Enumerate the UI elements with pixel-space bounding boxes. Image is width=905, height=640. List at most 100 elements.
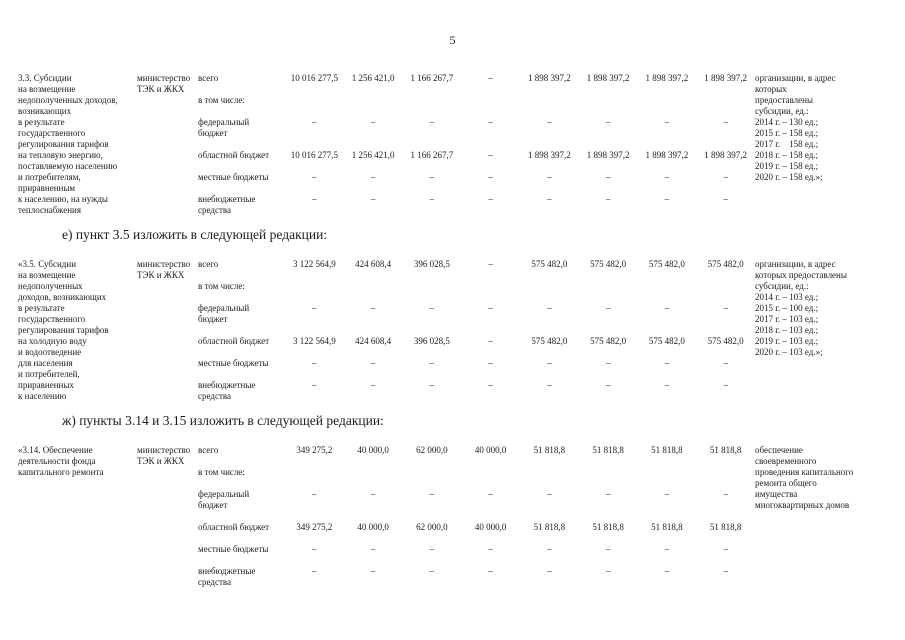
amount-cell: – xyxy=(605,172,611,182)
table-row: областной бюджет 10 016 277,5 1 256 421,0 1… xyxy=(198,150,755,161)
amount-cell: 10 016 277,5 xyxy=(290,150,338,160)
amount-cell: – xyxy=(664,566,670,576)
amount-cell: – xyxy=(664,358,670,368)
table-row: федеральный бюджет – – – – – – – – xyxy=(198,303,755,325)
amount-cell: 40 000,0 xyxy=(474,445,507,455)
amount-cell: – xyxy=(312,194,317,204)
amount-cell: 3 122 564,9 xyxy=(293,259,336,269)
program-description: «3.5. Субсидии на возмещение недополучен… xyxy=(18,259,109,401)
budget-table: «3.14. Обеспечение деятельности фонда ка… xyxy=(0,445,905,588)
amount-cell: 51 818,8 xyxy=(592,445,624,455)
amount-cell: – xyxy=(664,303,670,313)
amount-cell: – xyxy=(370,358,376,368)
amount-cell: 1 898 397,2 xyxy=(645,73,689,83)
budget-level-label: федеральный бюджет xyxy=(198,303,250,324)
table-row: внебюджетные средства – – – – – – – – xyxy=(198,194,755,216)
amount-cell: – xyxy=(488,73,493,83)
table-row: федеральный бюджет – – – – – – – – xyxy=(198,117,755,139)
executor-ministry: министерство ТЭК и ЖКХ xyxy=(137,445,191,466)
amount-cell: – xyxy=(488,194,493,204)
amount-cell: 575 482,0 xyxy=(707,259,744,269)
amount-cell: – xyxy=(723,303,728,313)
amount-cell: – xyxy=(312,489,317,499)
budget-level-label: областной бюджет xyxy=(198,150,270,160)
amount-cell: – xyxy=(547,380,552,390)
table-row: областной бюджет 3 122 564,9 424 608,4 396 … xyxy=(198,336,755,347)
budget-rows: всего 349 275,2 40 000,0 62 000,0 40 000,0 51… xyxy=(198,445,755,588)
amount-cell: 396 028,5 xyxy=(413,336,450,346)
budget-table: 3.3. Субсидии на возмещение недополученн… xyxy=(0,73,905,216)
budget-level-label: внебюджетные средства xyxy=(198,566,256,587)
amount-cell: – xyxy=(547,172,552,182)
amount-cell: 575 482,0 xyxy=(590,336,627,346)
budget-level-label: федеральный бюджет xyxy=(198,489,250,510)
amount-cell: – xyxy=(488,544,493,554)
budget-level-label: в том числе: xyxy=(198,95,245,105)
executor-ministry: министерство ТЭК и ЖКХ xyxy=(137,73,191,94)
amount-cell: – xyxy=(312,380,317,390)
amount-cell: – xyxy=(723,194,728,204)
amount-cell: 1 256 421,0 xyxy=(351,150,395,160)
amount-cell: 51 818,8 xyxy=(533,522,566,532)
amount-cell: 62 000,0 xyxy=(416,522,448,532)
amount-cell: – xyxy=(370,117,376,127)
amount-cell: 3 122 564,9 xyxy=(293,336,336,346)
amount-cell: 1 166 267,7 xyxy=(410,150,454,160)
budget-level-label: в том числе: xyxy=(198,281,245,291)
table-row: местные бюджеты – – – – – – – – xyxy=(198,358,755,369)
amount-cell: – xyxy=(429,489,435,499)
amount-cell: – xyxy=(547,544,552,554)
amount-cell: – xyxy=(488,303,493,313)
amount-cell: – xyxy=(429,544,435,554)
amount-cell: – xyxy=(605,303,611,313)
budget-level-label: внебюджетные средства xyxy=(198,380,256,401)
amount-cell: 51 818,8 xyxy=(651,445,683,455)
amount-cell: – xyxy=(429,172,435,182)
amount-cell: – xyxy=(605,566,611,576)
expected-results: обеспечение своевременного проведения ка… xyxy=(755,445,854,510)
amount-cell: – xyxy=(488,259,493,269)
table-row: в том числе: xyxy=(198,281,755,292)
table-row: местные бюджеты – – – – – – – – xyxy=(198,544,755,555)
amount-cell: 424 608,4 xyxy=(355,336,392,346)
amount-cell: – xyxy=(488,150,493,160)
amount-cell: 575 482,0 xyxy=(707,336,744,346)
amount-cell: 1 898 397,2 xyxy=(704,150,747,160)
amount-cell: 349 275,2 xyxy=(296,445,333,455)
budget-level-label: в том числе: xyxy=(198,467,245,477)
amount-cell: – xyxy=(312,303,317,313)
amount-cell: – xyxy=(723,544,728,554)
amount-cell: – xyxy=(312,566,317,576)
amount-cell: – xyxy=(370,194,376,204)
amount-cell: – xyxy=(723,380,728,390)
amount-cell: – xyxy=(605,117,611,127)
amount-cell: – xyxy=(723,172,728,182)
budget-table: «3.5. Субсидии на возмещение недополучен… xyxy=(0,259,905,402)
amount-cell: – xyxy=(547,489,552,499)
amount-cell: – xyxy=(488,358,493,368)
amount-cell: 575 482,0 xyxy=(531,259,568,269)
amount-cell: – xyxy=(547,303,552,313)
amount-cell: 40 000,0 xyxy=(357,522,389,532)
budget-level-label: областной бюджет xyxy=(198,336,270,346)
amount-cell: – xyxy=(312,117,317,127)
amount-cell: – xyxy=(664,544,670,554)
amount-cell: – xyxy=(547,566,552,576)
amount-cell: 51 818,8 xyxy=(709,445,742,455)
budget-rows: всего 10 016 277,5 1 256 421,0 1 166 267,7 –… xyxy=(198,73,755,216)
amount-cell: – xyxy=(312,172,317,182)
amount-cell: 1 898 397,2 xyxy=(645,150,689,160)
table-row: местные бюджеты – – – – – – – – xyxy=(198,172,755,183)
amount-cell: – xyxy=(605,380,611,390)
amount-cell: – xyxy=(429,303,435,313)
table-row: в том числе: xyxy=(198,95,755,106)
amount-cell: 1 898 397,2 xyxy=(586,73,630,83)
amount-cell: 10 016 277,5 xyxy=(290,73,338,83)
amount-cell: 1 166 267,7 xyxy=(410,73,454,83)
table-row: всего 10 016 277,5 1 256 421,0 1 166 267,7 –… xyxy=(198,73,755,84)
document-section: е) пункт 3.5 изложить в следующей редакц… xyxy=(0,226,905,402)
amount-cell: – xyxy=(723,566,728,576)
amount-cell: 40 000,0 xyxy=(474,522,507,532)
program-description: «3.14. Обеспечение деятельности фонда ка… xyxy=(18,445,104,477)
